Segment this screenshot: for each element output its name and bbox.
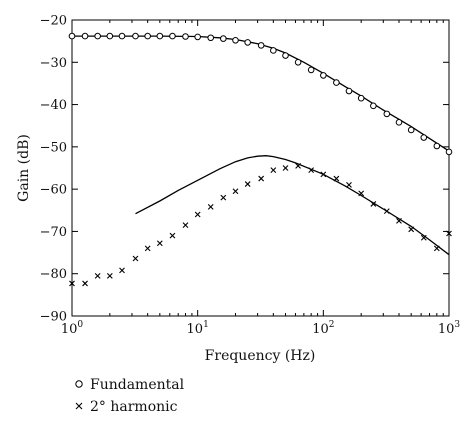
harmonic-point <box>106 272 113 279</box>
fundamental-point <box>320 72 327 79</box>
y-tick-label: −50 <box>40 140 67 155</box>
harmonic-point <box>207 204 214 210</box>
fundamental-point <box>345 87 353 95</box>
fundamental-point <box>68 32 76 40</box>
fundamental-point <box>420 134 428 141</box>
y-tick-label: −70 <box>40 225 67 240</box>
legend-harmonic-label: 2° harmonic <box>90 399 178 415</box>
harmonic-point <box>420 234 427 241</box>
fundamental-point <box>169 32 176 40</box>
fundamental-point <box>156 32 164 40</box>
x-tick-label: 101 <box>187 320 209 337</box>
fundamental-point <box>220 35 227 42</box>
harmonic-point <box>169 232 176 239</box>
fundamental-point <box>307 66 315 74</box>
legend: Fundamental 2° harmonic <box>75 377 185 415</box>
fundamental-point <box>106 32 114 40</box>
harmonic-point <box>358 190 365 197</box>
harmonic-point <box>258 175 265 182</box>
harmonic-point <box>69 280 75 287</box>
harmonic-point <box>383 208 390 215</box>
harmonic-point <box>408 226 415 233</box>
harmonic-point <box>270 167 277 174</box>
fundamental-model-line <box>72 35 450 152</box>
harmonic-point <box>320 171 327 178</box>
fundamental-point <box>81 32 89 40</box>
model-lines <box>72 35 450 256</box>
fundamental-point <box>118 32 126 40</box>
x-tick-label: 102 <box>312 320 334 337</box>
fundamental-point <box>395 119 403 126</box>
harmonic-point <box>308 167 315 174</box>
x-axis-ticks: 100 101 102 103 <box>61 20 461 337</box>
harmonic-point <box>232 188 239 195</box>
harmonic-point <box>182 222 189 228</box>
harmonic-point <box>333 175 340 182</box>
harmonic-point <box>396 217 402 224</box>
fundamental-point <box>232 36 239 44</box>
harmonic-point <box>156 240 163 247</box>
harmonic-point <box>346 182 352 188</box>
fundamental-point <box>357 94 365 102</box>
fundamental-point <box>282 52 289 59</box>
y-tick-label: −60 <box>40 183 67 198</box>
x-tick-label: 103 <box>438 320 461 337</box>
fundamental-point <box>333 79 340 86</box>
harmonic-point <box>433 245 440 252</box>
harmonic-point <box>244 181 251 187</box>
y-tick-label: −90 <box>40 310 67 325</box>
harmonic-point <box>295 162 302 169</box>
legend-fundamental-label: Fundamental <box>90 377 185 393</box>
harmonic-point <box>82 280 88 287</box>
fundamental-point <box>182 33 189 40</box>
y-axis-label: Gain (dB) <box>16 134 32 202</box>
fundamental-point <box>132 32 139 40</box>
fundamental-point <box>370 102 377 110</box>
harmonic-point <box>132 255 139 262</box>
legend-fundamental-marker <box>75 380 83 388</box>
fundamental-point <box>194 33 201 41</box>
fundamental-point <box>244 39 251 46</box>
fundamental-point <box>383 110 391 118</box>
harmonic-point <box>370 201 377 207</box>
harmonic-model-line <box>135 155 450 256</box>
harmonic-point <box>446 230 452 237</box>
x-tick-label: 100 <box>61 320 84 337</box>
plot-frame <box>71 19 450 317</box>
fundamental-point <box>257 42 265 49</box>
fundamental-point <box>270 47 277 54</box>
harmonic-point <box>144 245 151 252</box>
y-tick-label: −40 <box>40 98 67 113</box>
harmonic-point <box>194 211 201 218</box>
y-tick-label: −80 <box>40 267 67 282</box>
y-axis-ticks: −20 −30 −40 −50 −60 −70 −80 −90 <box>40 14 449 325</box>
fundamental-point <box>433 142 441 150</box>
harmonic-point <box>282 165 289 171</box>
harmonic-point <box>94 272 101 279</box>
fundamental-point <box>445 148 453 156</box>
y-tick-label: −30 <box>40 56 67 71</box>
fundamental-point <box>144 32 151 40</box>
fundamental-point <box>207 34 215 42</box>
y-tick-label: −20 <box>40 14 67 29</box>
legend-harmonic-marker <box>75 402 83 410</box>
x-axis-label: Frequency (Hz) <box>205 348 316 364</box>
harmonic-point <box>220 194 227 201</box>
harmonic-point <box>119 267 125 274</box>
fundamental-point <box>94 32 101 40</box>
data-markers <box>68 32 453 287</box>
fundamental-point <box>407 126 415 134</box>
fundamental-point <box>294 58 302 66</box>
